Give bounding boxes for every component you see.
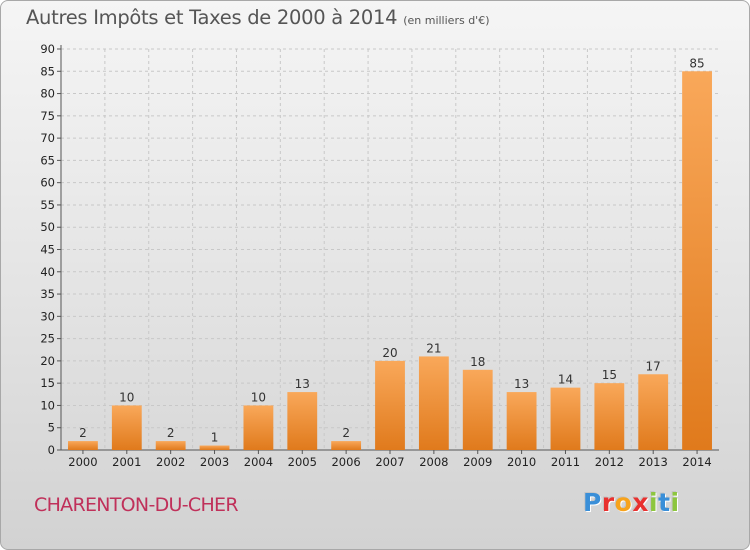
bar [638,374,669,450]
data-label: 17 [646,359,661,373]
x-tick-label: 2000 [68,455,97,469]
y-tick-label: 35 [40,287,55,301]
y-tick-label: 5 [48,421,55,435]
bar [506,392,537,450]
logo-letter: r [601,488,615,517]
x-tick-label: 2007 [375,455,404,469]
x-tick-label: 2009 [463,455,492,469]
y-tick-label: 60 [40,176,55,190]
y-tick-label: 45 [40,243,55,257]
chart-subtitle: (en milliers d'€) [403,14,490,27]
data-label: 2 [79,426,87,440]
x-tick-label: 2006 [331,455,360,469]
x-tick-label: 2003 [200,455,229,469]
data-label: 10 [119,390,134,404]
y-tick-label: 15 [40,376,55,390]
bar [243,405,274,450]
x-tick-label: 2010 [507,455,536,469]
bar [682,71,712,451]
bar [418,356,449,450]
y-tick-label: 25 [40,332,55,346]
y-tick-label: 85 [40,64,55,78]
data-label: 2 [342,426,350,440]
data-label: 85 [689,56,704,70]
y-tick-label: 50 [40,220,55,234]
data-label: 18 [470,355,485,369]
y-tick-label: 30 [40,309,55,323]
logo-letter: P [583,488,602,517]
y-tick-label: 40 [40,265,55,279]
y-tick-label: 70 [40,131,55,145]
data-label: 14 [558,373,573,387]
data-label: 1 [211,431,219,445]
logo-letter: t [658,488,671,517]
y-tick-label: 55 [40,198,55,212]
chart-title: Autres Impôts et Taxes de 2000 à 2014 (en… [26,6,489,29]
x-tick-label: 2002 [156,455,185,469]
data-label: 2 [167,426,175,440]
x-tick-label: 2004 [244,455,273,469]
bar [199,445,230,450]
logo-letter: i [649,488,659,517]
bar [550,387,581,450]
bar [375,360,405,450]
y-tick-label: 0 [48,443,55,457]
y-tick-label: 20 [40,354,55,368]
data-label: 13 [295,377,310,391]
bar [155,441,186,450]
data-label: 21 [426,341,441,355]
logo-letter: o [614,488,633,517]
x-tick-label: 2012 [595,455,624,469]
x-tick-label: 2014 [682,455,711,469]
x-tick-label: 2005 [288,455,317,469]
bar [68,441,98,450]
bar [594,383,625,450]
x-tick-label: 2011 [551,455,580,469]
logo-letter: i [670,488,680,517]
logo-letter: x [632,488,649,517]
y-tick-label: 80 [40,87,55,101]
chart-title-text: Autres Impôts et Taxes de 2000 à 2014 [26,6,398,29]
labels: 0 5 10 15 20 25 30 35 40 45 50 55 60 65 70 75 80 85 90 2000… [40,42,711,469]
x-tick-label: 2001 [112,455,141,469]
bar [287,392,318,450]
bar [331,441,362,450]
y-tick-label: 65 [40,153,55,167]
data-label: 20 [382,346,397,360]
bar [111,405,142,450]
data-label: 13 [514,377,529,391]
bar [462,369,493,450]
x-tick-label: 2008 [419,455,448,469]
x-tick-label: 2013 [639,455,668,469]
data-label: 15 [602,368,617,382]
proxiti-logo: Proxiti [583,488,680,517]
y-tick-label: 75 [40,109,55,123]
town-name: CHARENTON-DU-CHER [34,494,239,516]
y-tick-label: 90 [40,42,55,56]
grid-lines [61,48,719,450]
y-tick-label: 10 [40,398,55,412]
data-label: 10 [251,390,266,404]
bars [68,71,712,451]
